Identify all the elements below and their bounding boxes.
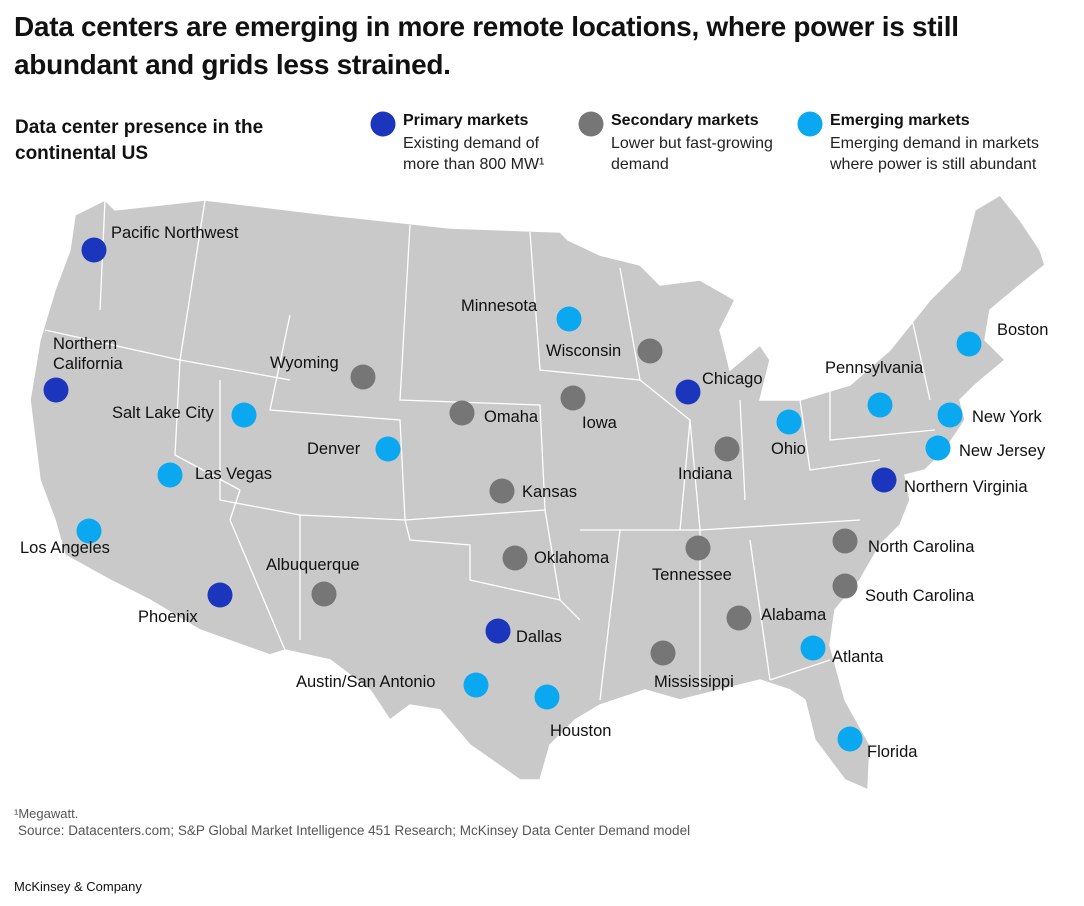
market-label: Phoenix (138, 608, 198, 626)
market-marker (463, 672, 489, 698)
market-label: New York (972, 408, 1042, 426)
market-label: Dallas (516, 628, 562, 646)
market-marker (837, 726, 863, 752)
market-label: Pennsylvania (825, 359, 924, 377)
market-marker (485, 618, 511, 644)
market-label: Atlanta (832, 648, 884, 666)
market-label: Northern California (53, 335, 123, 373)
market-marker (207, 582, 233, 608)
legend-name: Secondary markets (611, 112, 759, 129)
market-label: Indiana (678, 465, 733, 483)
market-label: Iowa (582, 414, 617, 432)
market-marker (776, 409, 802, 435)
legend-description: Lower but fast-growing demand (611, 135, 773, 173)
market-marker (832, 573, 858, 599)
market-marker (534, 684, 560, 710)
market-label: Minnesota (461, 297, 538, 315)
market-label: Las Vegas (195, 465, 273, 483)
market-marker (350, 364, 376, 390)
market-label: Northern Virginia (904, 478, 1028, 496)
market-label: Florida (867, 743, 918, 761)
brand: McKinsey & Company (14, 879, 142, 894)
market-label: Ohio (771, 440, 806, 458)
market-marker (871, 467, 897, 493)
market-marker (76, 518, 102, 544)
market-marker (556, 306, 582, 332)
market-label: Austin/San Antonio (296, 673, 436, 691)
market-marker (726, 605, 752, 631)
legend-marker (370, 111, 396, 137)
legend-description: Existing demand of more than 800 MW¹ (403, 135, 545, 173)
market-marker (231, 402, 257, 428)
market-label: Oklahoma (534, 549, 610, 567)
market-label: Boston (997, 321, 1049, 339)
market-label: North Carolina (868, 538, 975, 556)
market-label: Salt Lake City (112, 404, 214, 422)
market-label: Tennessee (652, 566, 732, 584)
market-label: Chicago (702, 370, 763, 388)
market-label: Los Angeles (20, 539, 110, 557)
market-marker (675, 379, 701, 405)
market-label: Wisconsin (546, 342, 622, 360)
market-label: Kansas (522, 483, 578, 501)
legend-marker (578, 111, 604, 137)
market-marker (650, 640, 676, 666)
market-marker (800, 635, 826, 661)
market-marker (375, 436, 401, 462)
market-label: Albuquerque (266, 556, 360, 574)
legend-description: Emerging demand in markets where power i… (830, 135, 1039, 173)
legend-name: Primary markets (403, 112, 529, 129)
market-label: Alabama (761, 606, 827, 624)
market-label: Pacific Northwest (111, 224, 239, 242)
market-marker (714, 436, 740, 462)
market-marker (937, 402, 963, 428)
market-label: Houston (550, 722, 612, 740)
market-label: Denver (307, 440, 361, 458)
subtitle: Data center presence in the continental … (15, 117, 264, 164)
market-marker (832, 528, 858, 554)
legend-name: Emerging markets (830, 112, 970, 129)
market-marker (81, 237, 107, 263)
market-marker (502, 545, 528, 571)
market-marker (637, 338, 663, 364)
market-marker (560, 385, 586, 411)
market-marker (157, 462, 183, 488)
footnote: ¹Megawatt. (14, 806, 79, 821)
market-marker (311, 581, 337, 607)
market-marker (925, 435, 951, 461)
market-label: South Carolina (865, 587, 975, 605)
legend-marker (797, 111, 823, 137)
market-label: Omaha (484, 408, 539, 426)
market-marker (489, 478, 515, 504)
market-label: New Jersey (959, 442, 1046, 460)
market-label: Wyoming (270, 354, 339, 372)
market-marker (43, 377, 69, 403)
market-label: Mississippi (654, 673, 734, 691)
market-marker (685, 535, 711, 561)
title: Data centers are emerging in more remote… (14, 11, 959, 80)
market-marker (867, 392, 893, 418)
market-marker (956, 331, 982, 357)
source: Source: Datacenters.com; S&P Global Mark… (18, 823, 691, 838)
market-marker (449, 400, 475, 426)
